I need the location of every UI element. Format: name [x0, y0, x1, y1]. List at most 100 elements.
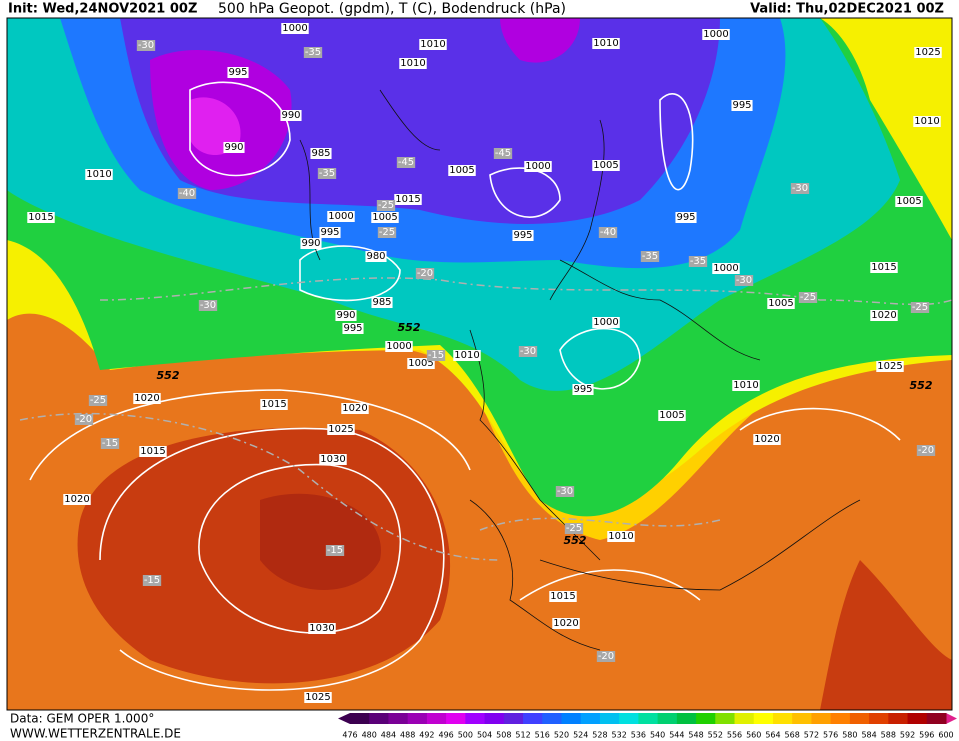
isotherm-label: -15	[428, 350, 444, 361]
isobar-label: 995	[676, 212, 695, 223]
isotherm-label: -45	[398, 157, 414, 168]
isobar-label-box	[342, 323, 364, 334]
colorbar-band	[715, 713, 736, 724]
colorbar-band	[561, 713, 582, 724]
colorbar-label: 516	[535, 731, 550, 740]
colorbar-label: 512	[515, 731, 530, 740]
isotherm-label-box	[564, 523, 584, 534]
isotherm-label-box	[688, 256, 708, 267]
isotherm-label: -25	[912, 302, 928, 313]
colorbar-band	[811, 713, 832, 724]
isobar-label-box	[85, 169, 113, 180]
colorbar-label: 504	[477, 731, 492, 740]
colorbar-label: 556	[727, 731, 742, 740]
colorbar-label: 572	[804, 731, 819, 740]
isobar-label: 1000	[593, 317, 618, 328]
isotherm-label: -20	[417, 268, 433, 279]
isotherm-label: -25	[379, 227, 395, 238]
colorbar-label: 520	[554, 731, 569, 740]
isotherm-label: -40	[600, 227, 616, 238]
colorbar-label: 548	[688, 731, 703, 740]
isotherm-label-box	[303, 47, 323, 58]
isobar-label: 990	[281, 110, 300, 121]
colorbar-label: 508	[496, 731, 511, 740]
isobar-label-box	[702, 29, 730, 40]
isobar-label-box	[607, 531, 635, 542]
isotherm-label-box	[376, 200, 396, 211]
isotherm-label: -30	[138, 40, 154, 51]
isobar-label: 1010	[454, 350, 479, 361]
isobar-label-box	[260, 399, 288, 410]
isotherm-label-box	[317, 168, 337, 179]
colorbar-band	[638, 713, 659, 724]
isobar-label-box	[399, 58, 427, 69]
isobar-label: 1020	[553, 618, 578, 629]
geopotential-label: 552	[157, 369, 180, 382]
isobar-label: 1005	[449, 165, 474, 176]
isobar	[659, 93, 694, 191]
isotherm-label: -25	[90, 395, 106, 406]
isotherm-label-box	[177, 188, 197, 199]
colorbar-label: 488	[400, 731, 415, 740]
isobar	[519, 569, 701, 601]
isobar-label: 1010	[420, 39, 445, 50]
isobar-label: 1015	[28, 212, 53, 223]
isotherm	[479, 517, 721, 531]
isotherm-label-box	[142, 575, 162, 586]
data-source: Data: GEM OPER 1.000°	[10, 712, 154, 726]
isobar-label: 1020	[342, 403, 367, 414]
colorbar-band	[926, 713, 947, 724]
isobar-label: 980	[366, 251, 385, 262]
isobar-label: 1010	[593, 38, 618, 49]
isobar-label: 1000	[713, 263, 738, 274]
isobar-label-box	[914, 47, 942, 58]
isobar-label: 1020	[871, 310, 896, 321]
isobar-label: 1010	[400, 58, 425, 69]
isobar-label: 1000	[386, 341, 411, 352]
colorbar-label: 528	[592, 731, 607, 740]
isobar-label: 995	[573, 384, 592, 395]
colorbar-label: 552	[708, 731, 723, 740]
isotherm-label-box	[493, 148, 513, 159]
isobar-label: 1025	[328, 424, 353, 435]
colorbar-label: 580	[842, 731, 857, 740]
isobar-label-box	[592, 38, 620, 49]
colorbar-band	[792, 713, 812, 724]
isobar-label-box	[335, 310, 357, 321]
isotherm-label-box	[325, 545, 345, 556]
isotherm-label: -35	[319, 168, 335, 179]
isobar-label-box	[63, 494, 91, 505]
isobar-label: 1020	[134, 393, 159, 404]
colorbar-band	[426, 713, 447, 724]
isobar-label: 1000	[525, 161, 550, 172]
isotherm-label-box	[136, 40, 156, 51]
isobar-label: 1005	[372, 212, 397, 223]
isobar-label: 995	[732, 100, 751, 111]
colorbar-label: 588	[881, 731, 896, 740]
colorbar-label: 560	[746, 731, 761, 740]
isotherm-label-box	[198, 300, 218, 311]
isobar-label: 1010	[608, 531, 633, 542]
map-field	[7, 18, 952, 710]
isobar-label-box	[913, 116, 941, 127]
isotherm-label: -25	[378, 200, 394, 211]
isobar-label-box	[658, 410, 686, 421]
isotherm-label-box	[396, 157, 416, 168]
isobar	[559, 327, 641, 390]
isobar-label: 1025	[305, 692, 330, 703]
isobar-label: 1005	[593, 160, 618, 171]
isobar-label: 1020	[754, 434, 779, 445]
isotherm-label: -15	[144, 575, 160, 586]
isotherm-label: -35	[305, 47, 321, 58]
isobar-label-box	[394, 194, 422, 205]
isotherm-label-box	[377, 227, 397, 238]
colorbar-band	[503, 713, 524, 724]
colorbar-label: 596	[919, 731, 934, 740]
isobar-label: 1000	[282, 23, 307, 34]
isobar-label-box	[712, 263, 740, 274]
colorbar-band	[907, 713, 928, 724]
isobar-label-box	[592, 317, 620, 328]
isobar-label: 1010	[914, 116, 939, 127]
isobar-label-box	[308, 623, 336, 634]
